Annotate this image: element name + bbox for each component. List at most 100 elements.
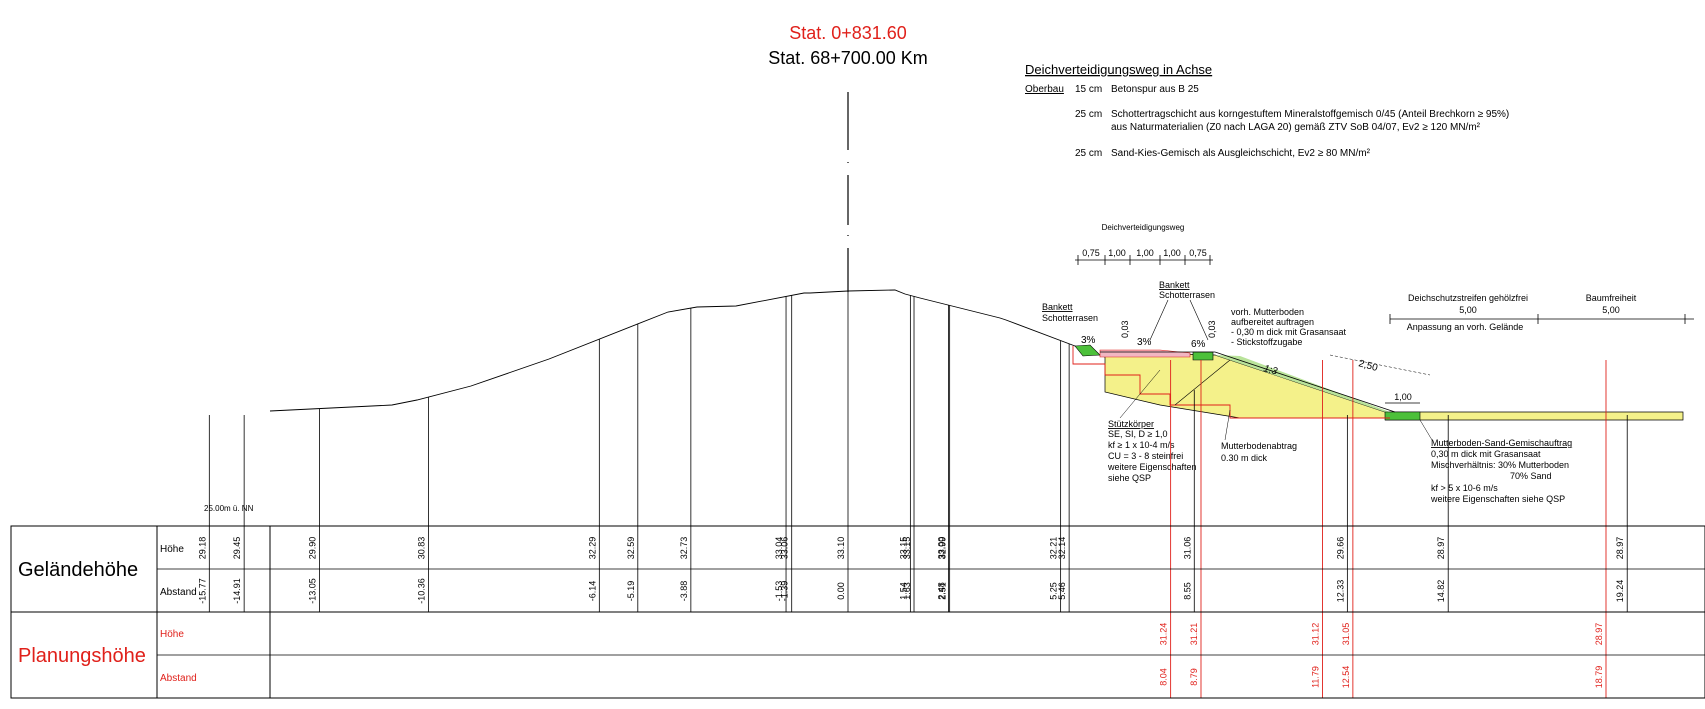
planung-hoehe-value: 31.24	[1159, 623, 1169, 646]
spec-title: Deichverteidigungsweg in Achse	[1025, 62, 1212, 77]
gelaende-abstand-value: -1.53	[774, 581, 784, 602]
road-dim-3: 1,00	[1136, 248, 1154, 258]
slope-ratio: 1:3	[1262, 363, 1279, 377]
planung-abstand-value: 12.54	[1341, 666, 1351, 689]
stuetz-line-4: weitere Eigenschaften	[1107, 462, 1197, 472]
mutterboden-2: aufbereitet auftragen	[1231, 317, 1314, 327]
gemisch-line-1: 0,30 m dick mit Grasansaat	[1431, 449, 1541, 459]
schutzstreifen-value: 5,00	[1459, 305, 1477, 315]
gelaende-abstand-value: 2.48	[936, 582, 946, 600]
datum-label: 25.00m ü. NN	[204, 504, 254, 513]
stuetz-line-1: SE, SI, D ≥ 1,0	[1108, 429, 1167, 439]
slope-3-mid: 3%	[1137, 337, 1152, 348]
gelaende-hoehe-value: 32.59	[626, 537, 636, 560]
fill-green-top	[1074, 344, 1101, 357]
road-dim-4: 1,00	[1163, 248, 1181, 258]
ground-profile	[269, 289, 1400, 416]
gelaende-abstand-label: Abstand	[160, 587, 197, 598]
gemisch-title: Mutterboden-Sand-Gemischauftrag	[1431, 438, 1572, 448]
spec-block: Deichverteidigungsweg in Achse Oberbau 1…	[1025, 62, 1509, 159]
data-table: Geländehöhe Planungshöhe Höhe Abstand Hö…	[10, 525, 1705, 699]
abtrag-line-1: Mutterbodenabtrag	[1221, 441, 1297, 451]
gemisch-line-2: Mischverhältnis: 30% Mutterboden	[1431, 460, 1569, 470]
road-dim-1: 0,75	[1082, 248, 1100, 258]
spec-layer-3-thickness: 25 cm	[1075, 148, 1102, 159]
mutterboden-3: - 0,30 m dick mit Grasansaat	[1231, 327, 1347, 337]
road-dimension: Deichverteidigungsweg 0,75 1,00 1,00 1,0…	[1075, 223, 1213, 265]
gelaende-abstand-value: -10.36	[416, 578, 426, 604]
gelaende-hoehe-label: Höhe	[160, 544, 184, 555]
gelaende-hoehe-value: 29.45	[232, 537, 242, 560]
gelaende-hoehe-value: 31.06	[1182, 537, 1192, 560]
baumfreiheit-title: Baumfreiheit	[1586, 293, 1637, 303]
gemisch-line-4: kf > 5 x 10-6 m/s	[1431, 483, 1498, 493]
stuetz-title: Stützkörper	[1108, 419, 1154, 429]
gelaende-hoehe-value: 28.97	[1436, 537, 1446, 560]
gelaende-abstand-value: 1.63	[902, 582, 912, 600]
fill-green-top-right	[1192, 351, 1214, 361]
bankett-right-sub: Schotterrasen	[1159, 290, 1215, 300]
spec-oberbau-label: Oberbau	[1025, 84, 1064, 95]
spec-layer-2-text-1: Schottertragschicht aus korngestuftem Mi…	[1111, 109, 1509, 120]
gelaende-hoehe-value: 32.29	[587, 537, 597, 560]
baumfreiheit-value: 5,00	[1602, 305, 1620, 315]
planung-label: Planungshöhe	[18, 645, 146, 667]
fill-green-topsoil	[1215, 355, 1390, 412]
dike-body	[1072, 344, 1684, 421]
station-label-km: Stat. 68+700.00 Km	[768, 48, 928, 68]
planung-abstand-label: Abstand	[160, 673, 197, 684]
anpassung-label: Anpassung an vorh. Gelände	[1407, 322, 1524, 332]
planung-hoehe-value: 28.97	[1594, 623, 1604, 646]
bankett-left-title: Bankett	[1042, 302, 1073, 312]
gelaende-hoehe-value: 33.00	[936, 537, 946, 560]
station-lines	[208, 291, 1628, 698]
gelaende-hoehe-value: 29.90	[307, 537, 317, 560]
gelaende-hoehe-value: 33.06	[780, 537, 790, 560]
fill-pink-road	[1099, 349, 1191, 358]
gelaende-abstand-value: -5.19	[626, 581, 636, 602]
gelaende-abstand-value: -13.05	[307, 578, 317, 604]
stuetz-line-2: kf ≥ 1 x 10-4 m/s	[1108, 440, 1175, 450]
gelaende-abstand-value: 8.55	[1182, 582, 1192, 600]
stuetz-line-5: siehe QSP	[1108, 473, 1151, 483]
gelaende-abstand-value: 19.24	[1615, 580, 1625, 603]
gelaende-hoehe-value: 33.15	[902, 537, 912, 560]
bankett-left-sub: Schotterrasen	[1042, 313, 1098, 323]
gelaende-abstand-value: -15.77	[197, 578, 207, 604]
schutzstreifen-title: Deichschutzstreifen gehölzfrei	[1408, 293, 1528, 303]
road-dim-5: 0,75	[1189, 248, 1207, 258]
gelaende-abstand-value: 1.54	[898, 582, 908, 600]
gelaende-hoehe-value: 32.73	[679, 537, 689, 560]
spec-layer-2-thickness: 25 cm	[1075, 109, 1102, 120]
planung-abstand-value: 8.79	[1189, 668, 1199, 686]
gelaende-abstand-value: 5.46	[1057, 582, 1067, 600]
gelaende-abstand-value: -14.91	[232, 578, 242, 604]
mutterboden-4: - Stickstoffzugabe	[1231, 337, 1302, 347]
gelaende-abstand-value: -6.14	[587, 581, 597, 602]
dim-250: 2,50	[1357, 358, 1379, 374]
planung-abstand-value: 11.79	[1310, 666, 1320, 688]
bankett-right-title: Bankett	[1159, 280, 1190, 290]
planung-abstand-value: 18.79	[1594, 666, 1604, 689]
gelaende-hoehe-value: 30.83	[416, 537, 426, 560]
planung-hoehe-label: Höhe	[160, 629, 184, 640]
station-label-red: Stat. 0+831.60	[789, 23, 907, 43]
gelaende-hoehe-value: 32.99	[938, 537, 948, 560]
spec-layer-3-text: Sand-Kies-Gemisch als Ausgleichschicht, …	[1111, 148, 1371, 159]
table-values: 29.18 -15.77 29.45 -14.91 29.90 -13.05 30.83 -1…	[197, 537, 1625, 689]
gelaende-abstand-value: 2.51	[938, 582, 948, 600]
gelaende-abstand-value: 0.00	[836, 582, 846, 600]
fill-yellow-slope	[1104, 351, 1684, 421]
dike-annotations: Bankett Schotterrasen Bankett Schotterra…	[204, 280, 1694, 513]
planung-hoehe-value: 31.05	[1341, 623, 1351, 646]
gelaende-hoehe-value: 29.18	[197, 537, 207, 560]
fill-green-toe	[1384, 411, 1421, 421]
planung-hoehe-value: 31.21	[1189, 623, 1199, 646]
stuetz-line-3: CU = 3 - 8 steinfrei	[1108, 451, 1183, 461]
gelaende-abstand-value: 12.33	[1335, 580, 1345, 603]
gemisch-line-5: weitere Eigenschaften siehe QSP	[1430, 494, 1565, 504]
gelaende-hoehe-value: 28.97	[1615, 537, 1625, 560]
spec-layer-1-text: Betonspur aus B 25	[1111, 84, 1199, 95]
road-label: Deichverteidigungsweg	[1102, 223, 1185, 232]
gelaende-abstand-value: 14.82	[1436, 580, 1446, 603]
